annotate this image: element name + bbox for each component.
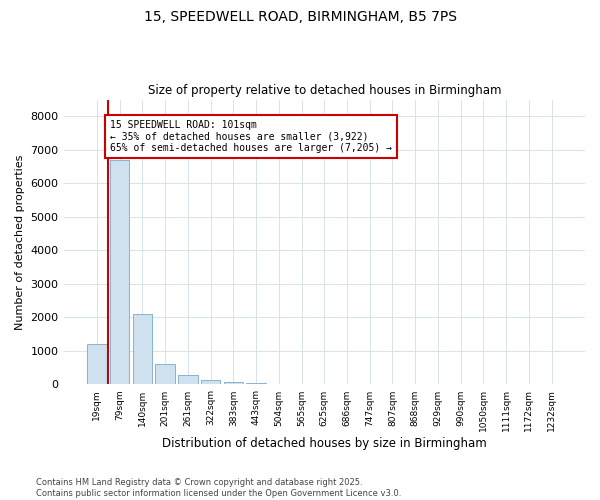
Text: Contains HM Land Registry data © Crown copyright and database right 2025.
Contai: Contains HM Land Registry data © Crown c… bbox=[36, 478, 401, 498]
Text: 15, SPEEDWELL ROAD, BIRMINGHAM, B5 7PS: 15, SPEEDWELL ROAD, BIRMINGHAM, B5 7PS bbox=[143, 10, 457, 24]
Bar bbox=[110, 160, 130, 384]
Bar bbox=[178, 376, 197, 384]
Bar bbox=[224, 382, 243, 384]
X-axis label: Distribution of detached houses by size in Birmingham: Distribution of detached houses by size … bbox=[162, 437, 487, 450]
Bar bbox=[201, 380, 220, 384]
Bar bbox=[155, 364, 175, 384]
Y-axis label: Number of detached properties: Number of detached properties bbox=[15, 154, 25, 330]
Bar bbox=[87, 344, 107, 385]
Title: Size of property relative to detached houses in Birmingham: Size of property relative to detached ho… bbox=[148, 84, 501, 97]
Bar bbox=[133, 314, 152, 384]
Text: 15 SPEEDWELL ROAD: 101sqm
← 35% of detached houses are smaller (3,922)
65% of se: 15 SPEEDWELL ROAD: 101sqm ← 35% of detac… bbox=[110, 120, 392, 153]
